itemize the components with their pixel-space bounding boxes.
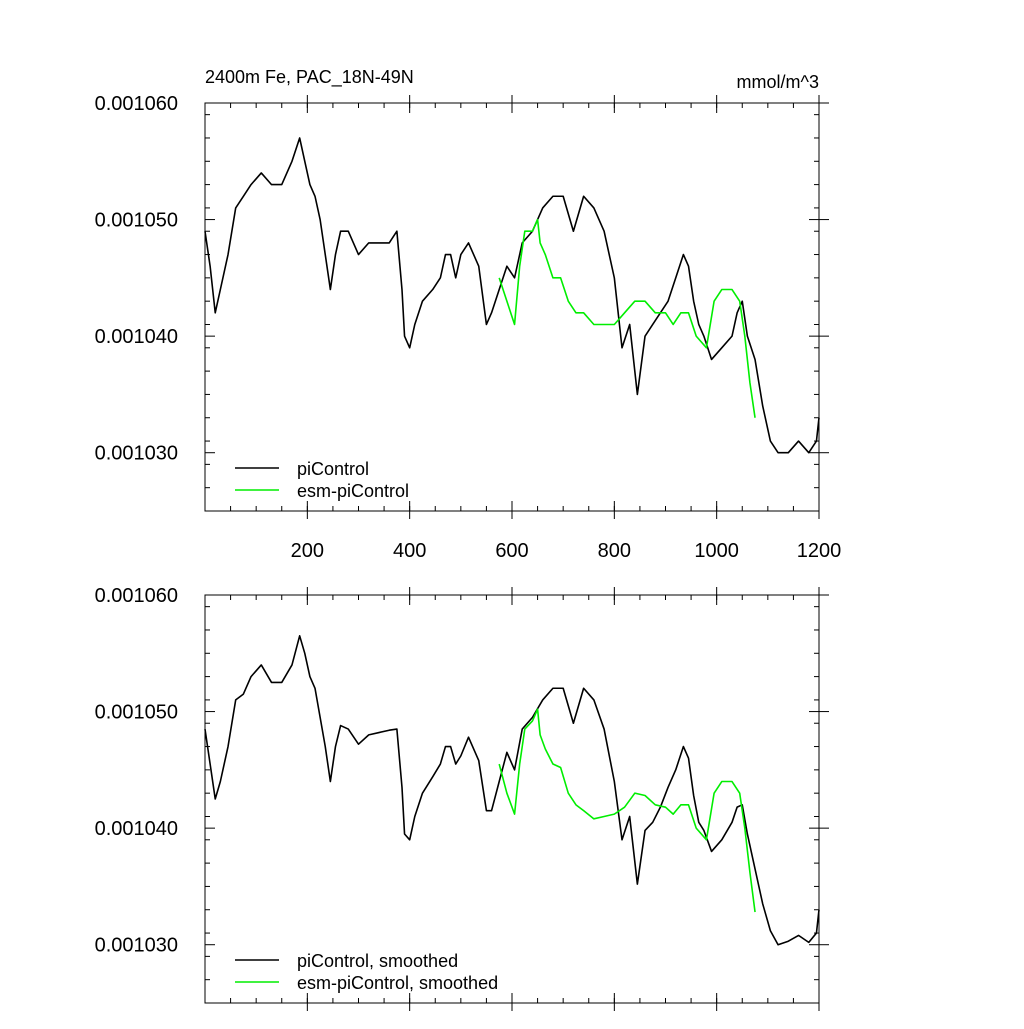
series-line-1 — [204, 137, 820, 454]
legend-label-1: piControl — [297, 459, 369, 479]
plot-frame — [204, 102, 820, 512]
series-line-2 — [498, 708, 756, 913]
x-tick-label: 600 — [495, 540, 528, 562]
series-line-2 — [498, 218, 756, 418]
y-tick-label: 0.001050 — [95, 702, 178, 724]
x-tick-label: 1200 — [797, 540, 842, 562]
x-tick-label: 1000 — [694, 540, 739, 562]
plot-frame — [204, 594, 820, 1004]
y-tick-label: 0.001050 — [95, 210, 178, 232]
series-line-1 — [204, 635, 820, 946]
y-tick-label: 0.001040 — [95, 818, 178, 840]
x-tick-label: 800 — [598, 540, 631, 562]
y-tick-label: 0.001060 — [95, 585, 178, 607]
y-tick-label: 0.001040 — [95, 326, 178, 348]
units-label: mmol/m^3 — [737, 72, 819, 92]
chart-title: 2400m Fe, PAC_18N-49N — [205, 67, 414, 88]
y-tick-label: 0.001060 — [95, 93, 178, 115]
x-tick-label: 400 — [393, 540, 426, 562]
x-tick-label: 200 — [291, 540, 324, 562]
y-tick-label: 0.001030 — [95, 443, 178, 465]
legend-label-2: esm-piControl — [297, 481, 409, 501]
legend-label-2: esm-piControl, smoothed — [297, 973, 498, 993]
chart-panel-2: 0.001030 0.001040 0.001050 0.001060 piContro… — [95, 585, 829, 1011]
legend-label-1: piControl, smoothed — [297, 951, 458, 971]
chart-panel-1: 200 400 600 800 1000 1200 0.001030 0.001040 0.00… — [95, 67, 842, 562]
y-tick-label: 0.001030 — [95, 935, 178, 957]
